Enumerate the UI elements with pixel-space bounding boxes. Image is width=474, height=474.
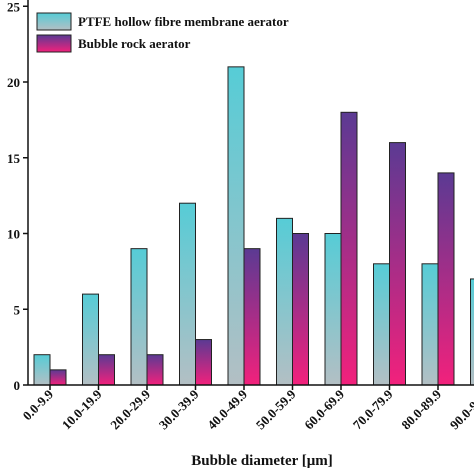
y-tick-label: 0 bbox=[14, 378, 21, 393]
bar-ptfe-9 bbox=[470, 278, 474, 386]
x-tick-label: 60.0-69.9 bbox=[301, 386, 347, 432]
bar-rock-2 bbox=[146, 354, 164, 386]
legend-swatch-ptfe bbox=[36, 12, 72, 31]
bars-group bbox=[33, 66, 474, 386]
bar-ptfe-4 bbox=[227, 66, 245, 386]
bar-rock-4 bbox=[243, 248, 261, 386]
x-ticks-group: 0.0-9.9 10.0-19.9 20.0-29.9 30.0-39.9 40.0-4… bbox=[19, 385, 474, 432]
legend-label-rock: Bubble rock aerator bbox=[78, 36, 191, 51]
bar-ptfe-7 bbox=[373, 263, 390, 386]
bar-ptfe-6 bbox=[324, 233, 342, 386]
bar-ptfe-8 bbox=[421, 263, 439, 386]
bar-rock-5 bbox=[292, 233, 309, 386]
x-tick-label: 50.0-59.9 bbox=[253, 386, 299, 432]
bar-ptfe-5 bbox=[276, 217, 293, 386]
legend: PTFE hollow fibre membrane aerator Bubbl… bbox=[36, 12, 289, 53]
bar-ptfe-3 bbox=[179, 202, 196, 386]
legend-label-ptfe: PTFE hollow fibre membrane aerator bbox=[78, 14, 289, 29]
x-tick-label: 30.0-39.9 bbox=[156, 386, 202, 432]
legend-swatch-rock bbox=[36, 34, 72, 53]
y-ticks-group: 0 5 10 15 20 25 bbox=[7, 0, 28, 393]
y-tick-label: 10 bbox=[7, 227, 20, 242]
bar-rock-0 bbox=[49, 369, 67, 386]
x-tick-label: 10.0-19.9 bbox=[59, 386, 105, 432]
bar-rock-1 bbox=[98, 354, 115, 386]
x-tick-label: 20.0-29.9 bbox=[107, 386, 153, 432]
x-tick-label: 0.0-9.9 bbox=[19, 386, 56, 423]
bar-ptfe-2 bbox=[130, 248, 148, 386]
bar-rock-3 bbox=[195, 339, 212, 386]
x-tick-label: 80.0-89.9 bbox=[398, 386, 444, 432]
x-tick-label: 70.0-79.9 bbox=[350, 386, 396, 432]
y-tick-label: 20 bbox=[7, 75, 20, 90]
bar-ptfe-1 bbox=[82, 293, 99, 386]
y-tick-label: 15 bbox=[7, 151, 21, 166]
y-tick-label: 5 bbox=[14, 302, 21, 317]
x-axis-title: Bubble diameter [μm] bbox=[191, 453, 333, 469]
bar-rock-8 bbox=[437, 172, 455, 386]
bar-rock-6 bbox=[340, 111, 358, 386]
y-tick-label: 25 bbox=[7, 0, 21, 14]
bar-ptfe-0 bbox=[33, 354, 51, 386]
bar-rock-7 bbox=[389, 142, 406, 386]
x-tick-label: 90.0-99.9 bbox=[447, 386, 474, 432]
x-tick-label: 40.0-49.9 bbox=[204, 386, 250, 432]
